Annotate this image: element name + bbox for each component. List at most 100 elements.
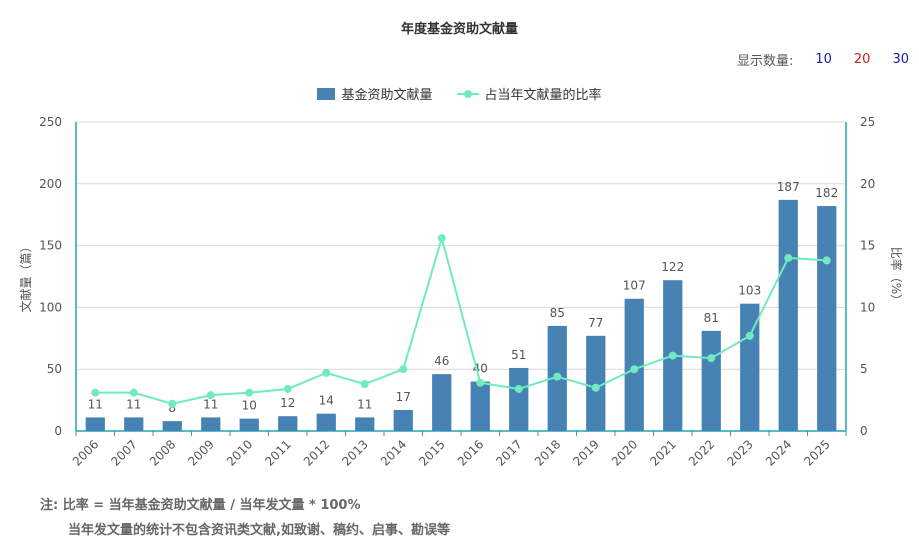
x-tick-label: 2018 [532, 437, 563, 468]
x-tick-label: 2017 [493, 437, 524, 468]
bar-value-label: 187 [777, 180, 800, 194]
x-tick-label: 2008 [147, 437, 178, 468]
bar-value-label: 11 [203, 397, 218, 411]
bar [278, 416, 298, 431]
bar-value-label: 11 [357, 397, 372, 411]
bar [162, 421, 182, 431]
legend-bar-swatch [317, 87, 336, 100]
bar [701, 330, 721, 431]
y2-tick-label: 5 [860, 362, 868, 376]
y-axis-title: 文献量（篇） [18, 240, 33, 312]
x-tick-label: 2013 [339, 437, 370, 468]
rate-point [399, 365, 408, 374]
bar [778, 199, 798, 431]
rate-point [630, 365, 639, 374]
x-tick-label: 2011 [262, 437, 293, 468]
rate-point [129, 388, 138, 397]
y2-tick-label: 15 [860, 239, 875, 253]
legend-item-line[interactable]: 占当年文献量的比率 [456, 84, 602, 103]
y2-tick-label: 20 [860, 177, 875, 191]
chart-legend: 基金资助文献量 占当年文献量的比率 [0, 84, 919, 103]
bar-value-label: 51 [511, 348, 526, 362]
rate-point [91, 388, 100, 397]
rate-point [476, 378, 485, 387]
rate-point [245, 388, 254, 397]
bar [124, 417, 144, 431]
bar-value-label: 8 [168, 401, 176, 415]
rate-point [822, 256, 831, 265]
note-line-2: 当年发文量的统计不包含资讯类文献,如致谢、稿约、启事、勘误等 [68, 523, 450, 538]
rate-line [95, 234, 827, 405]
y2-axis-title: 比率（%） [889, 247, 904, 306]
display-count-option-20[interactable]: 20 [853, 52, 871, 67]
bar-value-label: 12 [280, 396, 295, 410]
bar-value-label: 17 [396, 390, 411, 404]
bar-value-label: 10 [242, 399, 257, 413]
y2-tick-label: 0 [860, 424, 868, 438]
bar-value-label: 14 [319, 394, 334, 408]
legend-item-bar[interactable]: 基金资助文献量 [317, 84, 433, 103]
display-count-option-30[interactable]: 30 [892, 52, 909, 67]
x-tick-label: 2019 [570, 437, 601, 468]
rate-point [360, 380, 369, 389]
bar-value-label: 107 [623, 279, 646, 293]
rate-point [283, 384, 292, 393]
x-tick-label: 2016 [455, 437, 486, 468]
bar-value-label: 11 [126, 397, 141, 411]
rate-point [591, 383, 600, 392]
x-tick-label: 2023 [724, 437, 755, 468]
rate-point [784, 253, 793, 262]
bar-value-label: 85 [550, 306, 565, 320]
display-count-selector: 显示数量: 10 20 30 [737, 50, 909, 69]
legend-line-swatch [456, 88, 479, 100]
legend-line-label: 占当年文献量的比率 [484, 88, 602, 103]
bar-value-label: 77 [588, 316, 603, 330]
x-tick-label: 2007 [108, 437, 139, 468]
display-count-option-10[interactable]: 10 [815, 52, 832, 67]
bar [817, 206, 837, 431]
x-tick-label: 2010 [224, 437, 255, 468]
x-tick-label: 2015 [416, 437, 447, 468]
bar-value-label: 46 [434, 354, 449, 368]
bar [740, 303, 760, 431]
bar [470, 381, 490, 431]
rate-point [168, 399, 177, 408]
bar [85, 417, 105, 431]
x-tick-label: 2022 [686, 437, 717, 468]
bar [586, 335, 606, 431]
x-tick-label: 2014 [378, 437, 409, 468]
bar [393, 409, 413, 431]
rate-point [322, 368, 331, 377]
x-tick-label: 2009 [185, 437, 216, 468]
rate-point [745, 331, 754, 340]
x-tick-label: 2025 [801, 437, 832, 468]
x-tick-label: 2020 [609, 437, 640, 468]
display-count-label: 显示数量: [736, 54, 794, 69]
y2-tick-label: 25 [860, 115, 875, 129]
bar [239, 418, 259, 431]
rate-point [437, 234, 446, 243]
legend-bar-label: 基金资助文献量 [341, 88, 433, 103]
bar [509, 367, 529, 431]
y2-tick-label: 10 [860, 300, 875, 314]
y-tick-label: 0 [54, 424, 62, 438]
rate-point [553, 372, 562, 381]
bar-value-label: 81 [704, 311, 719, 325]
y-tick-label: 250 [39, 115, 62, 129]
y-tick-label: 150 [39, 239, 62, 253]
bar [624, 298, 644, 431]
note-line-1: 注: 比率 = 当年基金资助文献量 / 当年发文量 * 100% [40, 498, 361, 513]
chart-title: 年度基金资助文献量 [400, 22, 518, 37]
y-tick-label: 100 [39, 300, 62, 314]
bar [201, 417, 221, 431]
bar-value-label: 182 [815, 186, 838, 200]
x-tick-label: 2024 [763, 437, 794, 468]
x-tick-label: 2006 [70, 437, 101, 468]
rate-point [707, 354, 716, 363]
rate-point [206, 391, 215, 400]
bar-value-label: 122 [661, 260, 684, 274]
y-tick-label: 200 [39, 177, 62, 191]
x-tick-label: 2021 [647, 437, 678, 468]
bar-value-label: 11 [88, 397, 103, 411]
